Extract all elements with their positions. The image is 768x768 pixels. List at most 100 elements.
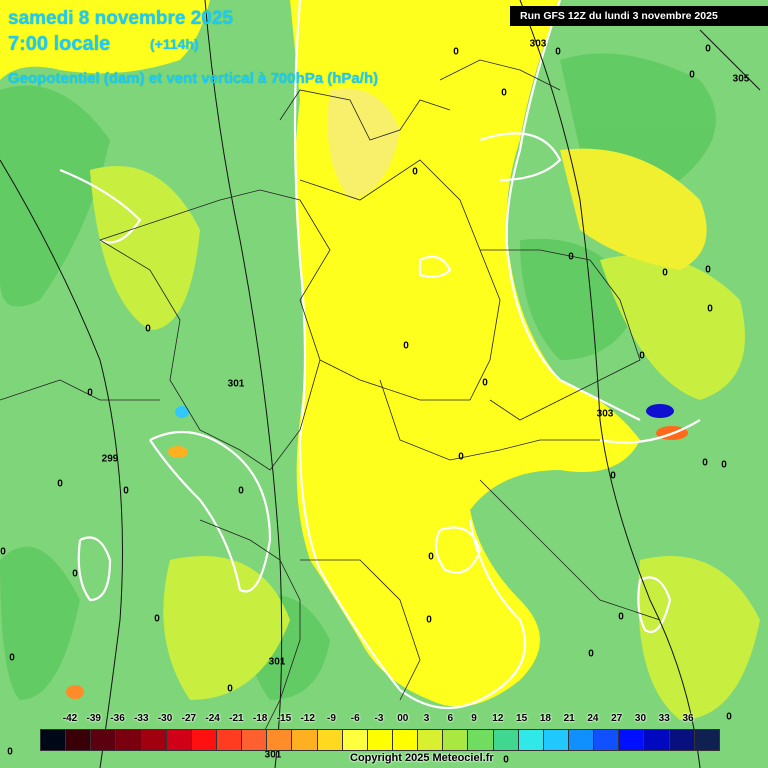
zero-label: 0 — [705, 264, 711, 276]
zero-label: 0 — [154, 613, 160, 625]
legend-swatch — [367, 730, 393, 750]
zero-label: 0 — [227, 683, 233, 695]
yellow-region-east — [560, 148, 707, 270]
cyan-spot — [175, 406, 189, 418]
yellow-region-west — [0, 0, 210, 80]
legend-tick: 27 — [611, 713, 623, 724]
legend-swatch — [166, 730, 192, 750]
legend-swatch — [41, 730, 67, 750]
zero-label: 0 — [0, 546, 6, 558]
zero-label: 0 — [618, 611, 624, 623]
legend-swatch — [141, 730, 167, 750]
legend-swatch — [543, 730, 569, 750]
legend-swatch — [669, 730, 695, 750]
zero-label: 0 — [458, 451, 464, 463]
legend-tick: -9 — [327, 713, 336, 724]
zero-label: 0 — [662, 267, 668, 279]
legend-tick: 36 — [682, 713, 694, 724]
zero-label: 0 — [702, 457, 708, 469]
zero-label: 0 — [482, 377, 488, 389]
legend-tick: -6 — [350, 713, 360, 724]
zero-label: 0 — [426, 614, 432, 626]
run-info: Run GFS 12Z du lundi 3 novembre 2025 — [510, 6, 768, 26]
legend-tick: -39 — [86, 713, 101, 724]
contour-label: 303 — [529, 38, 547, 50]
zero-label: 0 — [428, 551, 434, 563]
forecast-time: 7:00 locale — [8, 33, 111, 55]
zero-label: 0 — [555, 46, 561, 58]
blue-spot — [646, 404, 674, 418]
yellow-pale — [327, 88, 400, 200]
legend-swatch — [267, 730, 293, 750]
legend-swatch — [619, 730, 645, 750]
legend-swatch — [292, 730, 318, 750]
zero-label: 0 — [87, 387, 93, 399]
legend-swatch — [216, 730, 243, 750]
legend-tick: 15 — [516, 713, 528, 724]
legend-swatch — [317, 730, 343, 750]
zero-label: 0 — [123, 485, 129, 497]
yellowgreen-areas — [90, 166, 760, 720]
zero-label: 0 — [9, 652, 15, 664]
zero-label: 0 — [639, 350, 645, 362]
legend-color-bar — [40, 729, 720, 751]
legend-tick: -18 — [252, 713, 268, 724]
contour-label: 299 — [101, 453, 119, 465]
zero-label: 0 — [689, 69, 695, 81]
zero-label: 0 — [403, 340, 409, 352]
zero-label: 0 — [453, 46, 459, 58]
legend-swatch — [116, 730, 142, 750]
legend-tick: 12 — [492, 713, 504, 724]
legend-tick: -15 — [276, 713, 292, 724]
legend-tick: 6 — [447, 713, 454, 724]
forecast-date: samedi 8 novembre 2025 — [8, 8, 233, 29]
legend-swatch — [568, 730, 595, 750]
contour-label: 301 — [264, 749, 282, 761]
legend-tick: -36 — [110, 713, 125, 724]
legend-tick: 21 — [563, 713, 575, 724]
legend-swatch — [644, 730, 670, 750]
legend-swatch — [191, 730, 217, 750]
legend-swatch — [392, 730, 419, 750]
legend-tick: -24 — [205, 713, 220, 724]
contour-label: 301 — [227, 378, 245, 390]
zero-label: 0 — [726, 711, 732, 723]
legend-tick: 18 — [539, 713, 551, 724]
legend-tick: -27 — [181, 713, 197, 724]
country-borders — [0, 59, 661, 741]
zero-label: 0 — [72, 568, 78, 580]
contour-label: 301 — [268, 656, 286, 668]
legend-swatch — [518, 730, 544, 750]
map-subtitle: Geopotentiel (dam) et vent vertical à 70… — [8, 70, 379, 87]
legend-swatch — [443, 730, 469, 750]
zero-label: 0 — [568, 251, 574, 263]
legend-tick: 9 — [471, 713, 477, 724]
zero-label: 0 — [503, 754, 509, 766]
forecast-offset: (+114h) — [150, 36, 199, 52]
zero-label: 0 — [145, 323, 151, 335]
legend-tick: 33 — [658, 713, 670, 724]
legend-tick: -3 — [374, 713, 384, 724]
zero-label: 0 — [721, 459, 727, 471]
legend-swatch — [418, 730, 444, 750]
legend-swatch — [594, 730, 620, 750]
legend-swatch — [342, 730, 368, 750]
legend-tick: -21 — [229, 713, 244, 724]
legend-tick: -42 — [62, 713, 78, 724]
zero-label: 0 — [7, 746, 13, 758]
legend-tick: -12 — [300, 713, 315, 724]
zero-label: 0 — [610, 470, 616, 482]
legend-swatch — [66, 730, 92, 750]
zero-label: 0 — [412, 166, 418, 178]
legend-tick: 3 — [423, 713, 430, 724]
vv-contours — [59, 0, 701, 710]
zero-label: 0 — [588, 648, 594, 660]
copyright-text: Copyright 2025 Meteociel.fr — [350, 752, 494, 764]
contour-label: 303 — [596, 408, 614, 420]
legend-tick: 24 — [587, 713, 599, 724]
orange-spot — [66, 685, 84, 699]
legend-swatch — [694, 730, 719, 750]
legend-swatch — [493, 730, 519, 750]
